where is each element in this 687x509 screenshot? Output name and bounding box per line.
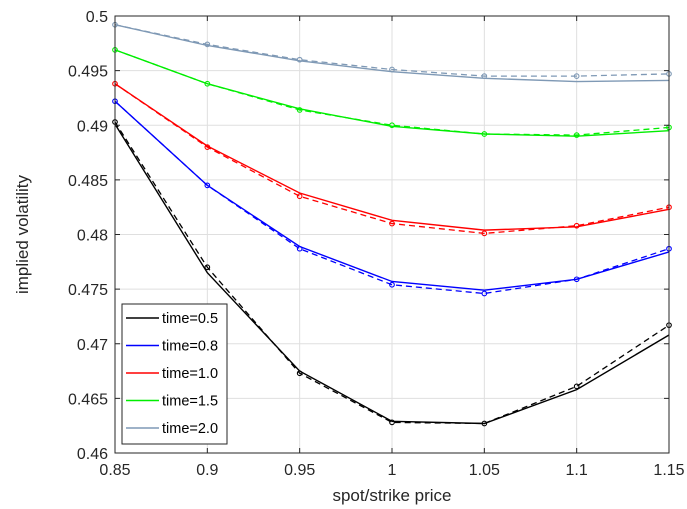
data-point <box>204 182 211 189</box>
legend-label: time=0.5 <box>162 311 218 327</box>
data-point <box>296 193 303 200</box>
data-point <box>204 144 211 150</box>
data-point <box>389 122 395 129</box>
series-solid-line <box>114 49 670 137</box>
x-tick-label: 0.85 <box>99 462 130 479</box>
x-tick-labels: 0.85 0.9 0.95 1 1.05 1.1 1.15 <box>99 462 684 479</box>
legend-box <box>121 303 228 445</box>
axis-ticks <box>114 15 670 454</box>
y-tick-label: 0.48 <box>77 228 108 245</box>
series-dashed-line <box>114 83 670 235</box>
data-point <box>296 370 303 377</box>
data-point <box>481 290 488 297</box>
data-point <box>481 420 488 427</box>
series-dashed-line <box>114 121 670 425</box>
data-point <box>204 41 211 48</box>
series-time-0-8 <box>112 98 672 297</box>
data-point <box>481 73 488 79</box>
series-dashed-line <box>114 49 670 136</box>
data-point <box>481 230 488 237</box>
y-tick-label: 0.47 <box>77 337 108 354</box>
data-point <box>296 56 303 63</box>
data-point <box>573 132 580 138</box>
data-point <box>296 107 303 113</box>
data-point <box>573 222 580 229</box>
data-point <box>389 281 395 288</box>
x-tick-label: 1.1 <box>566 462 588 479</box>
y-tick-label: 0.5 <box>86 9 108 26</box>
series-layer <box>112 21 672 427</box>
y-tick-label: 0.495 <box>68 64 108 81</box>
series-time-1-0 <box>112 80 672 237</box>
legend-label: time=2.0 <box>162 421 218 437</box>
data-point <box>389 66 395 73</box>
x-tick-label: 1.15 <box>653 462 684 479</box>
legend-label: time=0.8 <box>162 339 218 355</box>
data-point <box>296 245 303 252</box>
y-tick-labels: 0.46 0.465 0.47 0.475 0.48 0.485 0.49 0.495 0.5 <box>68 9 108 463</box>
y-tick-label: 0.49 <box>77 118 108 135</box>
y-tick-label: 0.465 <box>68 391 108 408</box>
data-point <box>481 131 488 137</box>
data-point <box>389 419 395 426</box>
data-point <box>204 264 211 271</box>
series-dashed-line <box>114 24 670 77</box>
series-solid-line <box>114 123 670 425</box>
legend: time=0.5 time=0.8 time=1.0 time=1.5 time=2.0 <box>121 303 228 445</box>
series-solid-line <box>114 100 670 291</box>
y-tick-label: 0.485 <box>68 173 108 190</box>
y-tick-label: 0.475 <box>68 282 108 299</box>
series-solid-line <box>114 83 670 231</box>
x-tick-label: 1 <box>388 462 397 479</box>
data-point <box>573 383 580 390</box>
x-axis-title: spot/strike price <box>332 486 451 505</box>
data-point <box>204 80 211 87</box>
legend-label: time=1.5 <box>162 394 218 410</box>
data-point <box>389 220 395 227</box>
x-tick-label: 1.05 <box>469 462 500 479</box>
y-axis-title: implied volatility <box>13 174 32 294</box>
legend-label: time=1.0 <box>162 366 218 382</box>
x-tick-label: 0.9 <box>196 462 218 479</box>
x-tick-label: 0.95 <box>284 462 315 479</box>
y-tick-label: 0.46 <box>77 446 108 463</box>
data-point <box>573 276 580 283</box>
data-point <box>573 73 580 79</box>
